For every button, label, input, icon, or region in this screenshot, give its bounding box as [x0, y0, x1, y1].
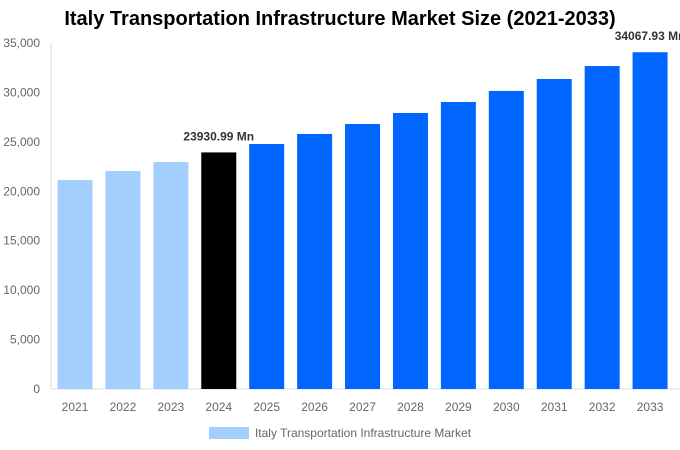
x-tick-label: 2025 — [253, 400, 280, 414]
y-tick-label: 15,000 — [3, 234, 40, 248]
y-tick-label: 30,000 — [3, 85, 40, 99]
x-tick-label: 2027 — [349, 400, 376, 414]
data-label-2033: 34067.93 Mn — [615, 29, 680, 43]
x-tick-label: 2023 — [157, 400, 184, 414]
bar-2021 — [57, 180, 93, 389]
bar-2023 — [153, 162, 189, 389]
bar-2029 — [440, 102, 476, 390]
y-tick-label: 35,000 — [3, 36, 40, 50]
x-tick-label: 2031 — [541, 400, 568, 414]
legend-swatch — [208, 427, 249, 439]
bar-2026 — [297, 133, 333, 389]
x-tick-label: 2028 — [397, 400, 424, 414]
x-tick-label: 2029 — [445, 400, 472, 414]
x-tick-label: 2026 — [301, 400, 328, 414]
bar-2032 — [584, 66, 620, 389]
data-label-2024: 23930.99 Mn — [183, 129, 254, 143]
x-tick-label: 2032 — [589, 400, 616, 414]
bar-2030 — [488, 90, 524, 390]
bar-2028 — [392, 112, 428, 390]
y-tick-label: 25,000 — [3, 135, 40, 149]
legend-label: Italy Transportation Infrastructure Mark… — [254, 426, 472, 440]
y-tick-label: 10,000 — [3, 283, 40, 297]
x-tick-label: 2022 — [110, 400, 137, 414]
x-tick-label: 2021 — [62, 400, 89, 414]
x-tick-label: 2024 — [205, 400, 232, 414]
bar-2027 — [345, 123, 381, 390]
bar-2022 — [105, 171, 141, 389]
x-tick-label: 2033 — [637, 400, 664, 414]
x-tick-label: 2030 — [493, 400, 520, 414]
y-tick-label: 20,000 — [3, 184, 40, 198]
legend[interactable]: Italy Transportation Infrastructure Mark… — [0, 426, 680, 440]
bar-2024 — [201, 152, 237, 389]
bar-2033 — [632, 52, 668, 390]
bar-2025 — [249, 144, 285, 389]
chart-title: Italy Transportation Infrastructure Mark… — [64, 8, 616, 30]
y-tick-label: 0 — [33, 382, 40, 396]
bar-2031 — [536, 78, 572, 389]
y-tick-label: 5,000 — [10, 333, 40, 347]
